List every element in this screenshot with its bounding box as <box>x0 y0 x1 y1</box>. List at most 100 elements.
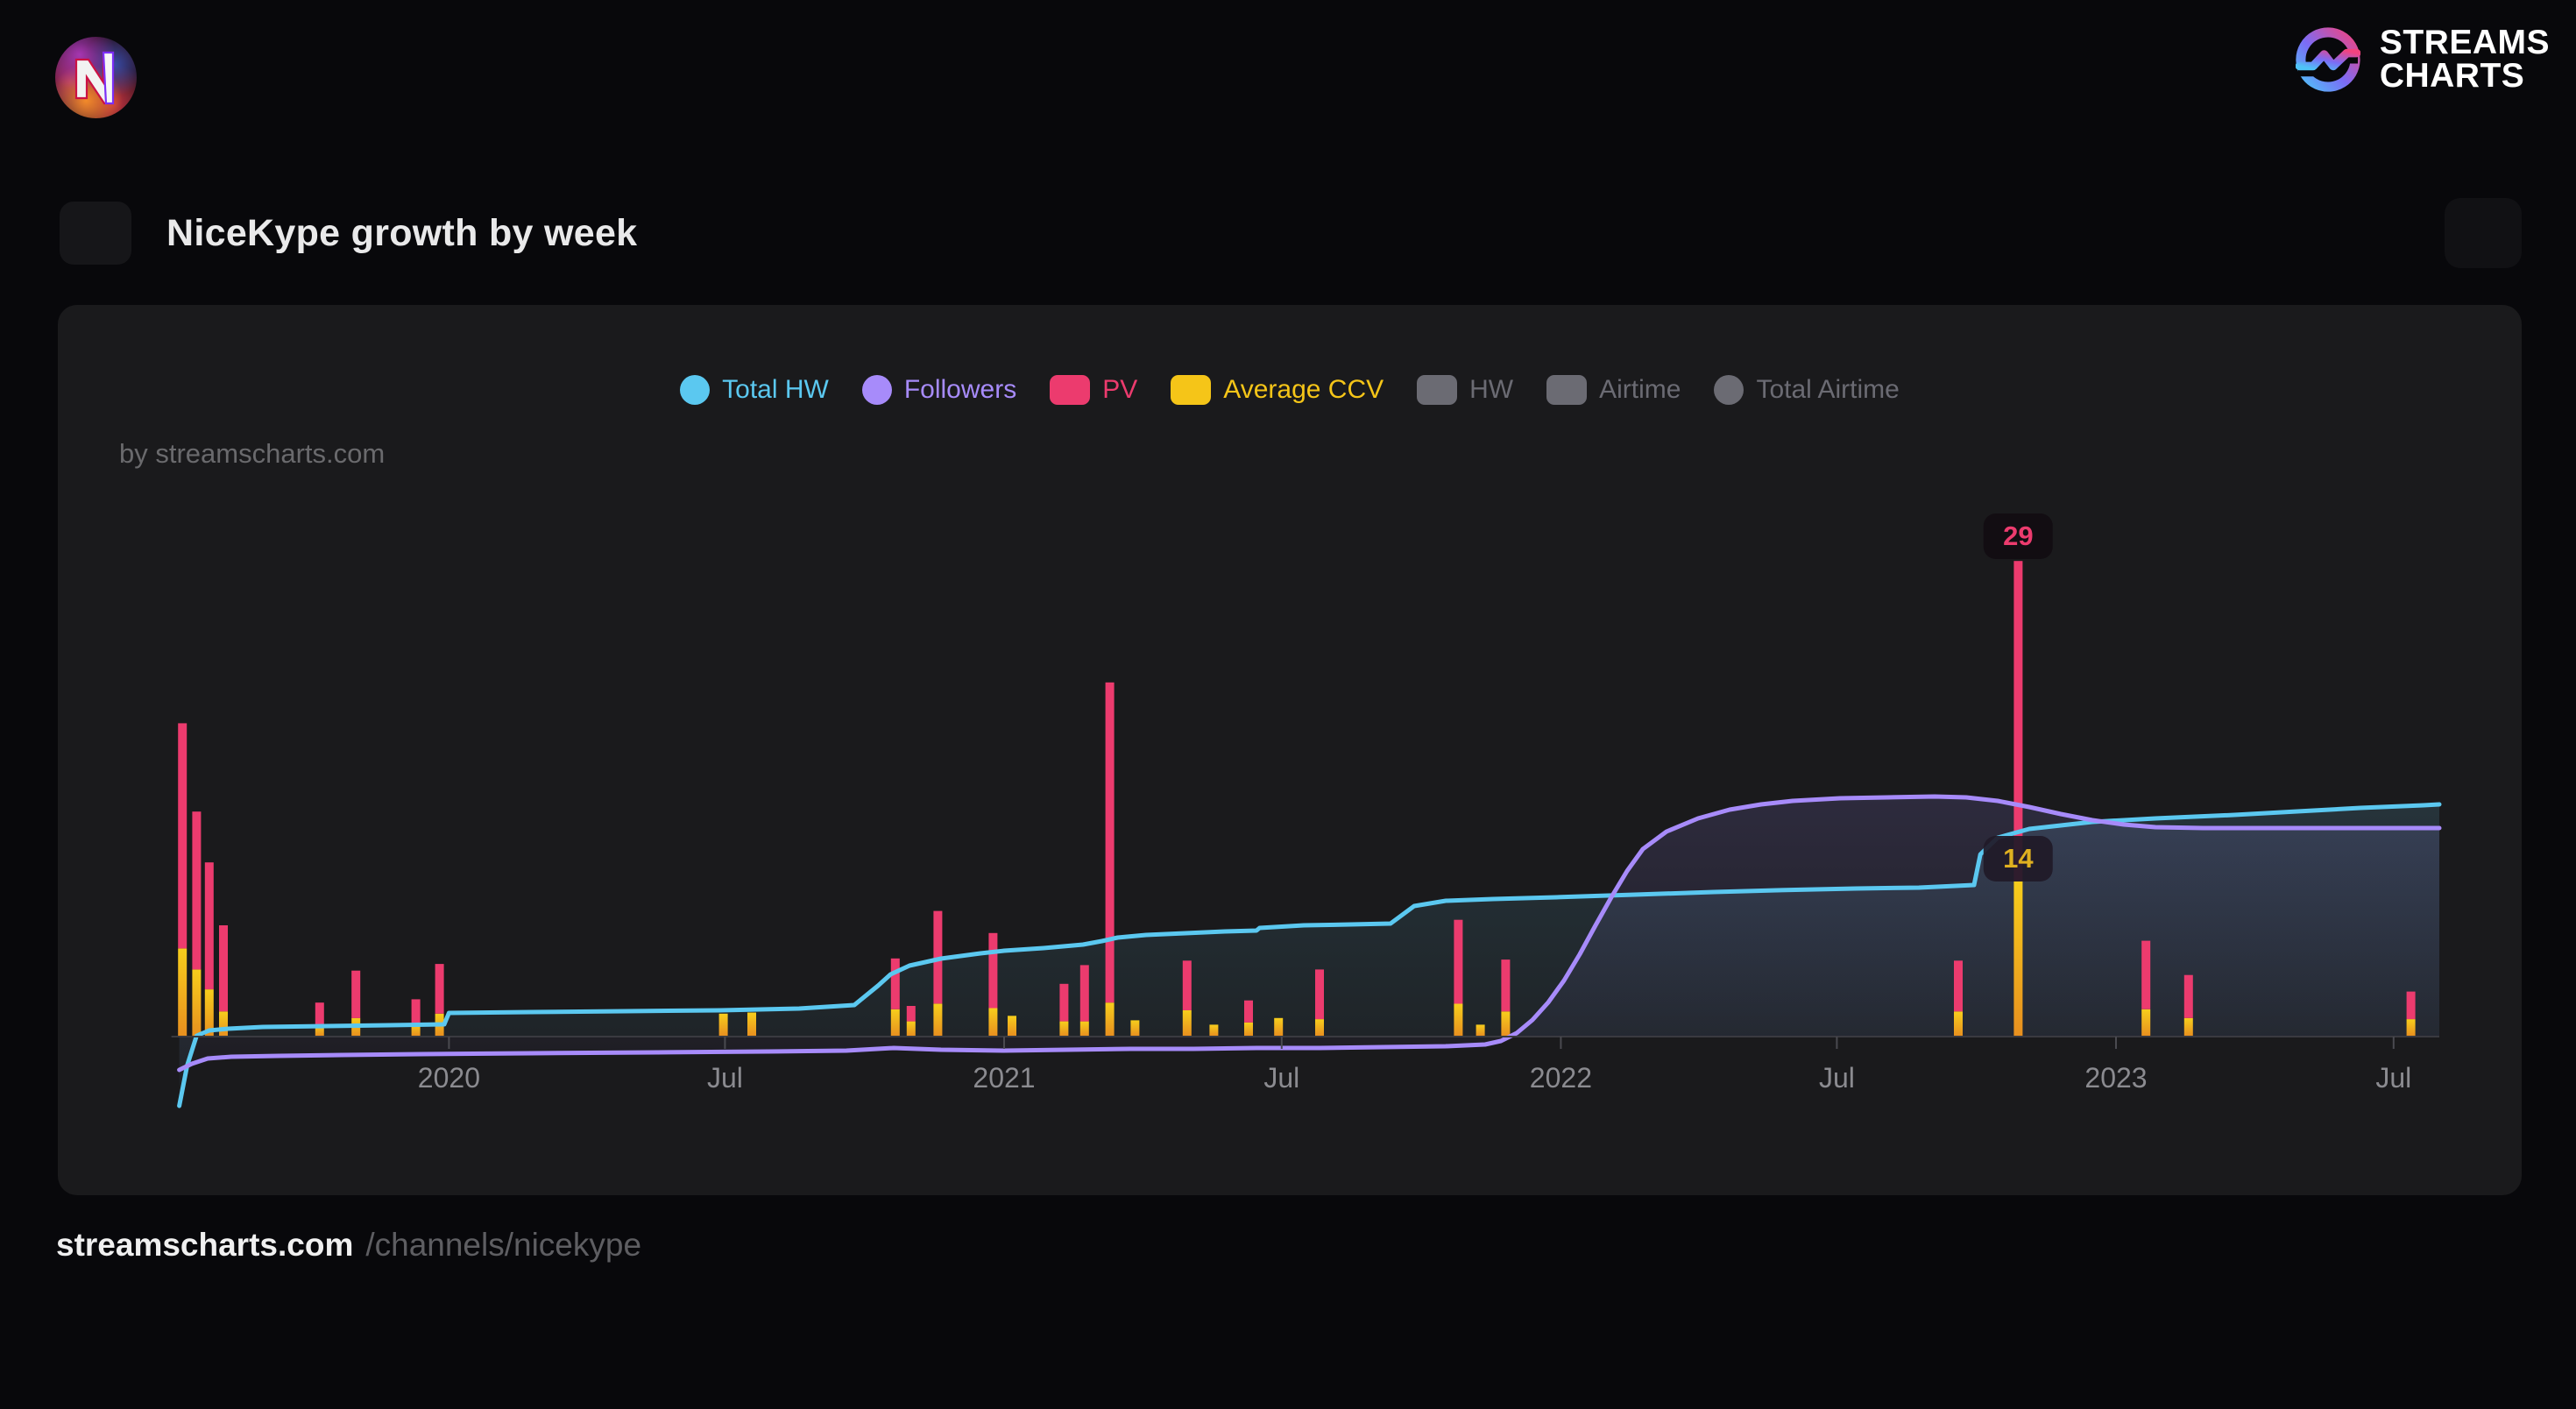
footer-path: /channels/nicekype <box>365 1227 642 1263</box>
bar-pv[interactable] <box>2141 940 2151 1009</box>
x-axis-label: 2022 <box>1529 1062 1592 1094</box>
callout-pv-value: 29 <box>1984 513 2053 560</box>
bar-pv[interactable] <box>192 811 202 970</box>
bar-pv[interactable] <box>906 1006 916 1022</box>
avatar[interactable] <box>55 37 137 118</box>
bar-average-ccv[interactable] <box>2183 1017 2193 1036</box>
bar-average-ccv[interactable] <box>1130 1020 1140 1036</box>
bar-pv[interactable] <box>1182 960 1192 1010</box>
legend-swatch-square-icon <box>1050 375 1091 405</box>
legend-item-pv[interactable]: PV <box>1050 375 1137 405</box>
legend-item-hw[interactable]: HW <box>1417 375 1513 405</box>
bar-pv[interactable] <box>204 862 214 990</box>
bar-pv[interactable] <box>411 999 421 1024</box>
bar-average-ccv[interactable] <box>718 1013 728 1036</box>
bar-average-ccv[interactable] <box>1209 1024 1219 1036</box>
bar-average-ccv[interactable] <box>2013 881 2023 1036</box>
bar-pv[interactable] <box>219 925 228 1012</box>
chart-svg <box>171 561 2442 1108</box>
chart-line-followers[interactable] <box>177 794 2442 1073</box>
bar-average-ccv[interactable] <box>219 1011 228 1036</box>
bar-pv[interactable] <box>1079 965 1089 1022</box>
bar-average-ccv[interactable] <box>411 1023 421 1036</box>
chart-legend: Total HW Followers PV Average CCV HW Airtime T… <box>58 375 2522 405</box>
legend-swatch-square-icon <box>1546 375 1588 405</box>
bar-pv[interactable] <box>1501 959 1511 1012</box>
legend-swatch-circle-icon <box>680 375 711 405</box>
bar-pv[interactable] <box>178 723 188 949</box>
legend-label: PV <box>1102 375 1138 404</box>
page-title-row: NiceKype growth by week <box>60 202 637 265</box>
bar-average-ccv[interactable] <box>1315 1019 1324 1036</box>
bar-average-ccv[interactable] <box>906 1021 916 1036</box>
footer-domain[interactable]: streamscharts.com <box>56 1227 354 1263</box>
bar-average-ccv[interactable] <box>1244 1022 1253 1036</box>
legend-item-average-ccv[interactable]: Average CCV <box>1171 375 1384 405</box>
chart-card: Total HW Followers PV Average CCV HW Airtime T… <box>58 305 2522 1195</box>
bar-average-ccv[interactable] <box>1274 1017 1284 1036</box>
legend-label: HW <box>1469 375 1514 404</box>
x-axis-label: 2021 <box>973 1062 1036 1094</box>
legend-item-followers[interactable]: Followers <box>861 375 1017 405</box>
bar-pv[interactable] <box>2183 974 2193 1018</box>
chart-plot-area: 29 14 <box>58 305 2522 1195</box>
bar-pv[interactable] <box>1244 1000 1253 1023</box>
bar-pv[interactable] <box>315 1002 324 1025</box>
bar-average-ccv[interactable] <box>1105 1002 1115 1036</box>
bar-average-ccv[interactable] <box>1079 1021 1089 1036</box>
x-axis-label: 2020 <box>417 1062 480 1094</box>
header-corner-placeholder[interactable] <box>2445 198 2522 268</box>
bar-average-ccv[interactable] <box>1954 1011 1963 1036</box>
bar-average-ccv[interactable] <box>1501 1011 1511 1036</box>
streams-charts-mark-icon <box>2295 27 2360 92</box>
bar-pv[interactable] <box>1315 969 1324 1020</box>
bar-average-ccv[interactable] <box>1008 1016 1016 1036</box>
bar-average-ccv[interactable] <box>315 1024 324 1036</box>
logo-line-1: STREAMS <box>2379 24 2550 61</box>
bar-pv[interactable] <box>2013 561 2023 882</box>
bar-average-ccv[interactable] <box>2406 1019 2416 1036</box>
legend-label: Average CCV <box>1223 375 1384 404</box>
logo-text: STREAMS CHARTS <box>2379 24 2550 95</box>
callout-ccv-value: 14 <box>1984 835 2053 882</box>
bar-average-ccv[interactable] <box>988 1008 998 1037</box>
bar-pv[interactable] <box>351 970 361 1018</box>
bar-average-ccv[interactable] <box>204 989 214 1036</box>
bar-average-ccv[interactable] <box>1182 1010 1192 1036</box>
x-axis-label: 2023 <box>2084 1062 2148 1094</box>
footer: streamscharts.com /channels/nicekype <box>56 1227 641 1264</box>
bar-average-ccv[interactable] <box>1454 1003 1463 1037</box>
bar-average-ccv[interactable] <box>747 1012 756 1037</box>
chart-area-followers <box>179 797 2439 1070</box>
x-axis-label: Jul <box>1818 1062 1855 1094</box>
legend-swatch-square-icon <box>1171 375 1212 405</box>
bar-average-ccv[interactable] <box>1059 1021 1069 1036</box>
bar-average-ccv[interactable] <box>933 1003 943 1037</box>
legend-label: Followers <box>903 375 1017 404</box>
x-axis-label: Jul <box>2375 1062 2412 1094</box>
bar-pv[interactable] <box>1059 983 1069 1022</box>
chart-x-axis: 2020 Jul 2021 Jul 2022 Jul 2023 Jul <box>58 305 2522 1195</box>
bar-pv[interactable] <box>435 964 444 1014</box>
legend-item-total-hw[interactable]: Total HW <box>680 375 829 405</box>
bar-pv[interactable] <box>1454 919 1463 1004</box>
bar-pv[interactable] <box>890 958 900 1009</box>
streams-charts-logo[interactable]: STREAMS CHARTS <box>2295 24 2550 95</box>
bar-pv[interactable] <box>1954 960 1963 1012</box>
chart-watermark: by streamscharts.com <box>119 438 386 469</box>
bar-average-ccv[interactable] <box>192 969 202 1036</box>
bar-average-ccv[interactable] <box>890 1009 900 1036</box>
x-axis-label: Jul <box>706 1062 743 1094</box>
bar-pv[interactable] <box>988 932 998 1009</box>
bar-average-ccv[interactable] <box>1476 1024 1485 1036</box>
bar-average-ccv[interactable] <box>2141 1009 2151 1036</box>
avatar-logo-icon <box>74 51 115 105</box>
bar-pv[interactable] <box>1105 682 1115 1003</box>
legend-swatch-circle-icon <box>1714 375 1744 405</box>
legend-item-airtime[interactable]: Airtime <box>1546 375 1681 405</box>
legend-label: Airtime <box>1599 375 1681 404</box>
logo-line-2: CHARTS <box>2379 57 2525 95</box>
bar-pv[interactable] <box>2406 991 2416 1020</box>
legend-item-total-airtime[interactable]: Total Airtime <box>1714 375 1900 405</box>
bar-average-ccv[interactable] <box>178 948 188 1037</box>
